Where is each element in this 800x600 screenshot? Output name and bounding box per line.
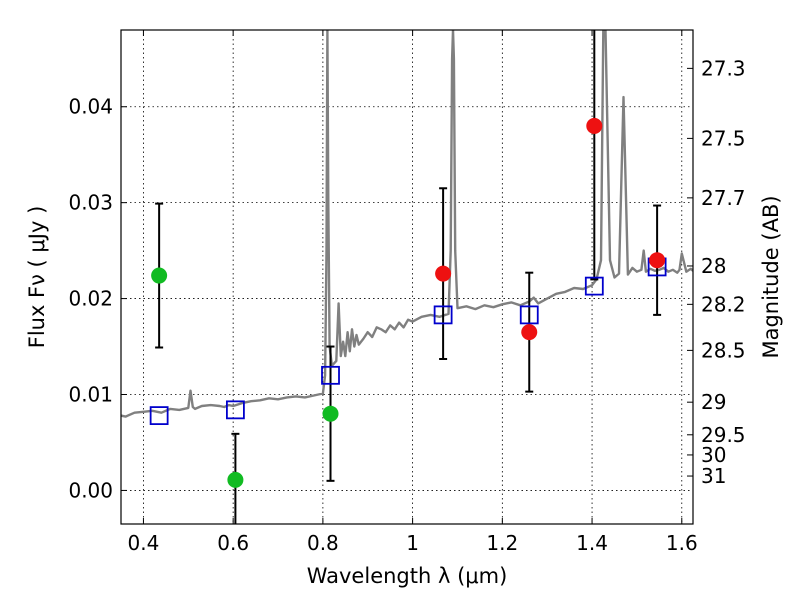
- green-point: [227, 471, 244, 488]
- right-tick-label: 29: [701, 390, 726, 414]
- red-point: [435, 265, 452, 282]
- right-tick-label: 28.5: [701, 338, 746, 362]
- red-point: [649, 252, 666, 269]
- right-tick-label: 29.5: [701, 423, 746, 447]
- y-tick-label: 0.02: [68, 287, 113, 311]
- y-tick-label: 0.01: [68, 383, 113, 407]
- red-point: [521, 324, 538, 341]
- plot-frame: [120, 29, 694, 525]
- template-spectrum-line: [121, 30, 693, 418]
- x-tick-label: 1.2: [486, 531, 518, 555]
- right-tick-label: 30: [701, 443, 726, 467]
- x-tick-label: 0.4: [128, 531, 160, 555]
- x-tick-label: 1.6: [666, 531, 698, 555]
- model-box: [433, 305, 453, 325]
- right-tick-label: 31: [701, 464, 726, 488]
- model-box: [519, 305, 539, 325]
- axis-ticks: 0.4 0.6 0.8 1 1.2 1.4 1.6 0.00 0.01 0.02 0.03 0.04 2…: [68, 30, 746, 555]
- y-tick-label: 0.00: [68, 478, 113, 502]
- right-tick-label: 27.5: [701, 126, 746, 150]
- y-tick-label: 0.04: [68, 95, 113, 119]
- y-axis-label: Flux Fν ( μJy ): [25, 206, 49, 349]
- model-box: [584, 276, 604, 296]
- right-axis-label: Magnitude (AB): [759, 195, 783, 358]
- right-tick-label: 28.2: [701, 292, 746, 316]
- y-tick-label: 0.03: [68, 191, 113, 215]
- right-tick-label: 28: [701, 254, 726, 278]
- model-box: [225, 400, 245, 420]
- plot-area: [121, 30, 693, 524]
- x-tick-label: 0.6: [217, 531, 249, 555]
- model-box: [149, 406, 169, 426]
- grid: [121, 30, 693, 524]
- x-axis-label: Wavelength λ (μm): [307, 564, 508, 588]
- green-point: [151, 267, 168, 284]
- x-tick-label: 1.4: [576, 531, 608, 555]
- x-tick-label: 0.8: [307, 531, 339, 555]
- right-tick-label: 27.7: [701, 186, 746, 210]
- model-box: [321, 365, 340, 385]
- red-point: [586, 117, 603, 134]
- right-tick-label: 27.3: [701, 56, 746, 80]
- green-point: [322, 405, 339, 422]
- x-tick-label: 1: [406, 531, 419, 555]
